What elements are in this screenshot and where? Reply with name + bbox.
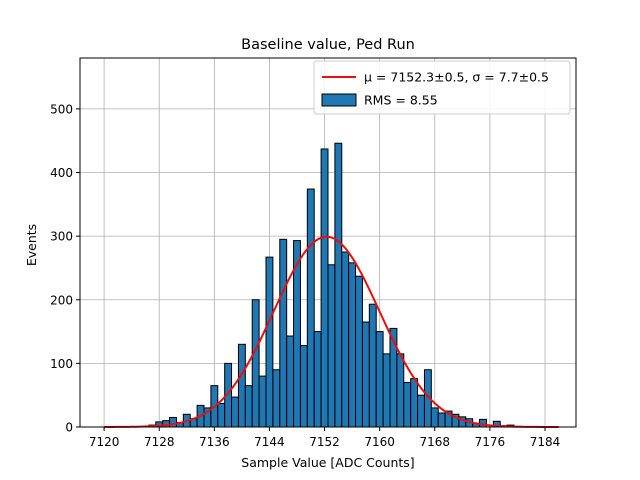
histogram-bar: [279, 238, 288, 428]
x-tick-label: 7136: [199, 435, 230, 449]
histogram-bar: [231, 396, 239, 428]
x-tick-label: 7144: [254, 435, 285, 449]
x-axis-ticks: 7120 7128 7136 7144 7152 7160 7168 7176 7184: [89, 427, 560, 449]
histogram-bar: [244, 385, 253, 428]
histogram-bar: [237, 343, 246, 428]
legend-hist-label: RMS = 8.55: [364, 93, 438, 108]
histogram-bar: [286, 335, 295, 428]
histogram-bar: [368, 303, 377, 428]
x-tick-label: 7128: [144, 435, 175, 449]
y-tick-label: 200: [50, 293, 73, 307]
histogram-bar: [265, 256, 274, 428]
histogram-bar: [430, 407, 439, 428]
histogram-bar: [417, 394, 425, 428]
histogram-bar: [437, 412, 446, 428]
x-axis-label: Sample Value [ADC Counts]: [241, 455, 414, 470]
histogram-bar: [361, 321, 370, 428]
histogram-bar: [169, 416, 177, 428]
histogram-bar: [403, 381, 412, 428]
x-tick-label: 7184: [530, 435, 561, 449]
y-tick-label: 500: [50, 102, 73, 116]
y-tick-label: 400: [50, 166, 73, 180]
histogram-bar: [341, 251, 350, 428]
y-axis-ticks: 0 100 200 300 400 500: [50, 102, 80, 435]
y-tick-label: 300: [50, 230, 73, 244]
histogram-bar: [355, 275, 363, 428]
plot-frame: [79, 57, 577, 428]
x-tick-label: 7176: [475, 435, 506, 449]
histogram-bar: [327, 264, 336, 428]
histogram-bar: [313, 331, 322, 428]
histogram-bars: [148, 142, 522, 428]
legend: μ = 7152.3±0.5, σ = 7.7±0.5 RMS = 8.55: [313, 60, 571, 115]
gaussian-fit-curve: [104, 235, 559, 428]
histogram-bar: [258, 375, 267, 428]
legend-box: [313, 60, 571, 115]
y-tick-label: 0: [65, 421, 73, 435]
histogram-bar: [375, 331, 384, 428]
histogram-bar: [217, 402, 226, 428]
x-tick-label: 7120: [89, 435, 120, 449]
histogram-bar: [396, 353, 405, 428]
histogram-bar: [334, 142, 343, 428]
y-axis-label: Events: [24, 224, 39, 266]
x-tick-label: 7152: [309, 435, 340, 449]
histogram-bar: [382, 353, 391, 428]
histogram-bar: [306, 188, 315, 428]
x-tick-label: 7160: [364, 435, 395, 449]
histogram-bar: [320, 148, 329, 428]
histogram-bar: [272, 369, 281, 428]
y-tick-label: 100: [50, 357, 73, 371]
x-tick-label: 7168: [420, 435, 451, 449]
histogram-bar: [299, 345, 308, 428]
chart-title: Baseline value, Ped Run: [241, 37, 415, 53]
histogram-bar: [410, 378, 419, 428]
legend-fit-label: μ = 7152.3±0.5, σ = 7.7±0.5: [364, 70, 549, 85]
histogram-bar: [348, 262, 357, 428]
legend-hist-swatch: [321, 93, 357, 107]
histogram-bar: [251, 299, 260, 428]
